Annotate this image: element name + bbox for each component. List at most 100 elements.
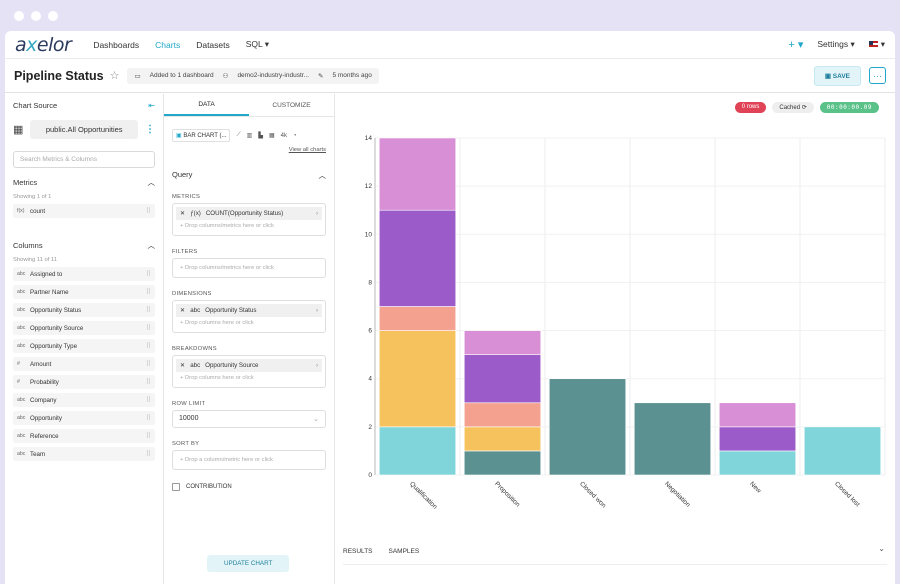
list-item[interactable]: abc Company ⠿ — [13, 393, 155, 407]
dimension-pill[interactable]: ✕ abc Opportunity Status › — [176, 304, 322, 317]
drag-handle-icon[interactable]: ⠿ — [145, 433, 151, 440]
bar-segment — [633, 402, 712, 476]
list-item[interactable]: abc Team ⠿ — [13, 447, 155, 461]
drop-zone[interactable]: + Drop columns here or click — [180, 320, 254, 326]
drag-handle-icon[interactable]: ⠿ — [145, 208, 151, 215]
tab-data[interactable]: DATA — [164, 94, 249, 116]
nav-sql[interactable]: SQL ▾ — [245, 39, 270, 49]
metric-pill[interactable]: ✕ ƒ(x) COUNT(Opportunity Status) › — [176, 207, 322, 220]
list-item[interactable]: abc Reference ⠿ — [13, 429, 155, 443]
contribution-checkbox[interactable] — [172, 483, 180, 491]
collapse-panel-icon[interactable]: ⇤ — [148, 101, 155, 110]
list-item[interactable]: f(x) count ⠿ — [13, 204, 155, 218]
drop-hint: Drop columns here or click — [185, 320, 254, 326]
drag-handle-icon[interactable]: ⠿ — [145, 397, 151, 404]
contribution-row: CONTRIBUTION — [164, 470, 334, 491]
nav-datasets[interactable]: Datasets — [196, 39, 230, 50]
more-actions-button[interactable]: ··· — [869, 67, 886, 84]
language-menu[interactable]: ▾ — [868, 39, 885, 50]
tab-results[interactable]: RESULTS — [343, 548, 373, 555]
list-item[interactable]: abc Assigned to ⠿ — [13, 267, 155, 281]
window-dot[interactable] — [14, 11, 24, 21]
text-type-icon: abc — [190, 362, 201, 369]
remove-icon[interactable]: ✕ — [180, 362, 186, 369]
list-item[interactable]: abc Opportunity ⠿ — [13, 411, 155, 425]
row-limit-value: 10000 — [179, 415, 199, 422]
page-title[interactable]: Pipeline Status — [14, 68, 104, 83]
bar-segment — [718, 402, 797, 428]
sort-by-label: SORT BY — [172, 441, 200, 447]
drop-zone[interactable]: + Drop a column/metric here or click — [180, 457, 273, 463]
row-limit-label: ROW LIMIT — [172, 401, 206, 407]
x-tick-label: Qualification — [408, 480, 439, 511]
area-chart-icon[interactable]: ▙ — [258, 133, 263, 139]
line-chart-icon[interactable]: ⟋ — [236, 132, 241, 138]
drag-handle-icon[interactable]: ⠿ — [145, 451, 151, 458]
chart-type-selector[interactable]: ▣ BAR CHART (... — [172, 129, 231, 142]
window-dot[interactable] — [48, 11, 58, 21]
dataset-menu-icon[interactable]: ⋮ — [145, 124, 155, 135]
list-item[interactable]: abc Opportunity Status ⠿ — [13, 303, 155, 317]
column-chart-icon[interactable]: ▥ — [246, 133, 253, 139]
chevron-down-icon[interactable]: ⌄ — [878, 544, 885, 553]
drag-handle-icon[interactable]: ⠿ — [145, 289, 151, 296]
breakdowns-control: ✕ abc Opportunity Source › + Drop columns h… — [172, 355, 326, 388]
drag-handle-icon[interactable]: ⠿ — [145, 343, 151, 350]
drag-handle-icon[interactable]: ⠿ — [145, 271, 151, 278]
new-menu-button[interactable]: + ▾ — [788, 39, 804, 51]
sort-by-control: + Drop a column/metric here or click — [172, 450, 326, 470]
chart-type-row: ▣ BAR CHART (... ⟋ ▥ ▙ ▦ 4k ◔ — [164, 117, 334, 142]
dataset-name[interactable]: public.All Opportunities — [30, 120, 138, 139]
list-item-label: Opportunity — [30, 414, 62, 422]
update-chart-button[interactable]: UPDATE CHART — [207, 555, 290, 572]
window-dot[interactable] — [31, 11, 41, 21]
bar-segment — [463, 402, 542, 428]
tab-customize[interactable]: CUSTOMIZE — [272, 101, 311, 109]
text-type-icon: abc — [17, 343, 26, 349]
table-icon[interactable]: ▦ — [268, 133, 275, 139]
drop-zone[interactable]: + Drop columns/metrics here or click — [180, 223, 274, 229]
app-logo[interactable]: axelor — [15, 34, 72, 56]
chevron-up-icon[interactable]: ︿ — [318, 171, 327, 180]
favorite-star-icon[interactable]: ☆ — [109, 70, 120, 82]
metrics-label: METRICS — [172, 194, 201, 200]
list-item[interactable]: # Amount ⠿ — [13, 357, 155, 371]
drop-zone[interactable]: + Drop columns here or click — [180, 375, 254, 381]
filters-control: + Drop columns/metrics here or click — [172, 258, 326, 278]
x-tick-label: Negotiation — [663, 480, 691, 508]
chevron-up-icon[interactable]: ︿ — [147, 178, 156, 187]
remove-icon[interactable]: ✕ — [180, 307, 186, 314]
drag-handle-icon[interactable]: ⠿ — [145, 307, 151, 314]
cached-badge[interactable]: Cached ⟳ — [772, 102, 814, 113]
nav-charts[interactable]: Charts — [155, 39, 181, 50]
list-item[interactable]: # Probability ⠿ — [13, 375, 155, 389]
bar-chart-icon: ▣ — [176, 133, 184, 139]
list-item[interactable]: abc Opportunity Type ⠿ — [13, 339, 155, 353]
chevron-up-icon[interactable]: ︿ — [147, 241, 156, 250]
save-button[interactable]: ▣ SAVE — [813, 65, 861, 86]
x-tick-label: Closed won — [578, 480, 607, 509]
big-number-icon[interactable]: 4k — [280, 132, 287, 139]
row-count-badge: 0 rows — [734, 102, 767, 113]
drag-handle-icon[interactable]: ⠿ — [145, 415, 151, 422]
added-to-dashboard[interactable]: Added to 1 dashboard — [149, 72, 214, 79]
settings-menu[interactable]: Settings ▾ — [817, 39, 855, 49]
drag-handle-icon[interactable]: ⠿ — [145, 361, 151, 368]
tab-samples[interactable]: SAMPLES — [388, 548, 420, 555]
pie-chart-icon[interactable]: ◔ — [292, 132, 297, 139]
drag-handle-icon[interactable]: ⠿ — [145, 325, 151, 332]
bar-segment — [548, 378, 627, 476]
chart-type-label: BAR CHART (... — [183, 133, 227, 139]
text-type-icon: abc — [17, 289, 26, 295]
drag-handle-icon[interactable]: ⠿ — [145, 379, 151, 386]
list-item[interactable]: abc Partner Name ⠿ — [13, 285, 155, 299]
search-input[interactable]: Search Metrics & Columns — [13, 151, 155, 168]
remove-icon[interactable]: ✕ — [180, 210, 186, 217]
nav-dashboards[interactable]: Dashboards — [93, 39, 140, 50]
list-item[interactable]: abc Opportunity Source ⠿ — [13, 321, 155, 335]
drop-zone[interactable]: + Drop columns/metrics here or click — [180, 265, 274, 271]
view-all-charts-link[interactable]: View all charts — [288, 147, 326, 153]
breakdown-pill[interactable]: ✕ abc Opportunity Source › — [176, 359, 322, 372]
row-limit-select[interactable]: 10000 ⌄ — [172, 410, 326, 428]
bar-segment — [718, 426, 797, 452]
